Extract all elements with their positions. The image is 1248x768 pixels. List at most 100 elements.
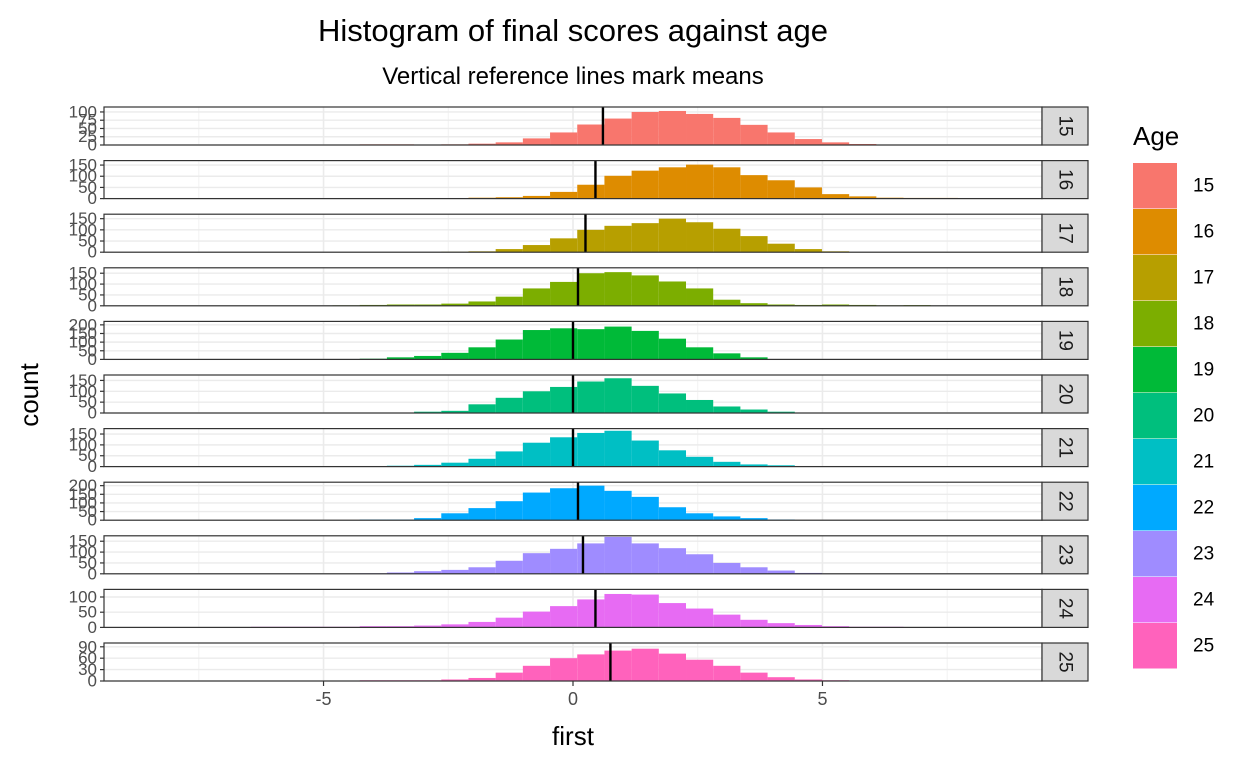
facet-strip-label: 19 (1055, 330, 1076, 351)
histogram-bar (550, 281, 578, 306)
histogram-bar (495, 451, 523, 467)
legend-key-23 (1133, 531, 1177, 577)
histogram-bar (658, 338, 687, 360)
y-tick-label: 200 (69, 476, 97, 495)
y-tick-label: 0 (88, 189, 97, 208)
histogram-bar (441, 410, 469, 413)
histogram-bar (631, 594, 659, 628)
histogram-bar (713, 665, 741, 681)
histogram-bar (658, 281, 687, 306)
histogram-bar (522, 245, 551, 253)
histogram-bar (441, 679, 469, 681)
histogram-bar (577, 273, 605, 306)
histogram-bar (631, 275, 659, 306)
histogram-bar (522, 611, 551, 628)
histogram-bar (414, 355, 442, 360)
histogram-bar (468, 567, 496, 574)
facet-strip (1041, 481, 1089, 521)
histogram-bar (441, 513, 469, 521)
histogram-bar (767, 243, 795, 253)
histogram-bar (740, 464, 768, 467)
histogram-bar (468, 508, 496, 521)
histogram-bar (604, 175, 632, 199)
histogram-bar (631, 496, 659, 521)
facet-strip (1041, 588, 1089, 629)
legend-label: 23 (1193, 544, 1214, 565)
y-tick-label: 150 (69, 371, 97, 390)
histogram-bar (441, 624, 469, 628)
histogram-bar (767, 411, 795, 413)
histogram-bar (414, 625, 442, 628)
y-tick-label: 50 (78, 285, 97, 304)
legend-label: 25 (1193, 636, 1214, 657)
facet-strip-label: 25 (1055, 651, 1076, 672)
histogram-bar (577, 599, 605, 628)
histogram-bar (414, 518, 442, 521)
histogram-bar (686, 554, 714, 574)
histogram-bar (604, 650, 632, 681)
y-tick-label: 50 (78, 119, 97, 138)
y-tick-label: 100 (69, 382, 97, 401)
chart-title: Histogram of final scores against age (318, 13, 828, 48)
y-tick-label: 0 (88, 243, 97, 262)
legend-label: 17 (1193, 268, 1214, 289)
histogram-bar (495, 249, 523, 253)
x-axis-title: first (552, 721, 595, 751)
histogram-bar (414, 464, 442, 467)
histogram-bar (522, 492, 551, 521)
histogram-bar (550, 238, 578, 253)
y-tick-label: 50 (78, 178, 97, 197)
histogram-bar (441, 303, 469, 306)
histogram-bar (713, 562, 741, 574)
chart-subtitle: Vertical reference lines mark means (382, 63, 764, 90)
y-tick-label: 150 (69, 532, 97, 551)
y-tick-label: 100 (69, 102, 97, 121)
facet-strip-label: 18 (1055, 276, 1076, 297)
histogram-bar (658, 450, 687, 467)
histogram-bar (740, 303, 768, 306)
legend-key-24 (1133, 577, 1177, 623)
y-tick-label: 50 (78, 341, 97, 360)
histogram-bar (604, 536, 632, 574)
legend-key-20 (1133, 393, 1177, 439)
histogram-bar (740, 567, 768, 574)
facet-strip-label: 22 (1055, 491, 1076, 512)
histogram-bar (550, 191, 578, 199)
histogram-bar (495, 197, 523, 199)
y-tick-label: 100 (69, 435, 97, 454)
histogram-bar (686, 399, 714, 413)
histogram-bar (468, 677, 496, 681)
histogram-bar (658, 393, 687, 413)
legend-label: 19 (1193, 360, 1214, 381)
histogram-bar (604, 225, 632, 253)
y-tick-label: 100 (69, 220, 97, 239)
histogram-bar (577, 432, 605, 467)
histogram-bar (604, 272, 632, 306)
histogram-bar (468, 143, 496, 145)
histogram-bar (686, 456, 714, 467)
histogram-bar (441, 569, 469, 574)
histogram-bar (767, 465, 795, 467)
y-tick-label: 50 (78, 603, 97, 622)
facet-strip (1041, 374, 1089, 414)
histogram-bar (468, 404, 496, 413)
y-tick-label: 150 (69, 485, 97, 504)
legend-key-21 (1133, 439, 1177, 485)
histogram-bar (821, 142, 850, 145)
legend-key-19 (1133, 347, 1177, 393)
histogram-bar (468, 621, 496, 628)
histogram-bar (386, 572, 415, 574)
y-tick-label: 0 (88, 618, 97, 637)
y-tick-label: 50 (78, 446, 97, 465)
legend-key-18 (1133, 301, 1177, 347)
histogram-bar (631, 440, 659, 467)
histogram-bar (468, 458, 496, 467)
histogram-bar (468, 347, 496, 360)
y-axis-title: count (14, 362, 44, 426)
y-tick-label: 0 (88, 404, 97, 423)
histogram-bar (658, 507, 687, 521)
